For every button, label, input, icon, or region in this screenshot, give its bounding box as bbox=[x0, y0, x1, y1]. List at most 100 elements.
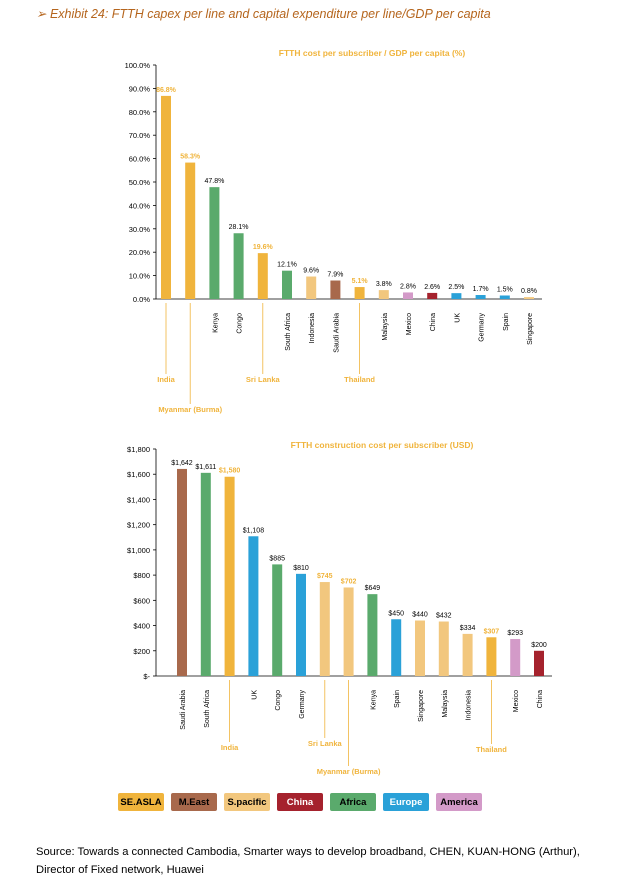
legend: SE.ASLA M.East S.pacific China Africa Europe A… bbox=[118, 793, 482, 811]
data-label: 2.8% bbox=[400, 283, 416, 290]
x-tick-label: Indonesia bbox=[309, 313, 316, 343]
bar bbox=[510, 639, 521, 676]
x-tick-label: Mexico bbox=[513, 690, 520, 712]
y-tick-label: $800 bbox=[133, 571, 150, 580]
data-label: 58.3% bbox=[180, 154, 201, 161]
legend-item: Europe bbox=[383, 793, 429, 811]
bar bbox=[161, 95, 171, 299]
bar bbox=[224, 476, 235, 676]
y-tick-label: 40.0% bbox=[129, 201, 151, 210]
data-label: $440 bbox=[412, 612, 428, 619]
bar bbox=[367, 594, 378, 676]
legend-item: America bbox=[436, 793, 482, 811]
data-label: $334 bbox=[460, 625, 476, 632]
data-label: $1,611 bbox=[195, 464, 216, 471]
y-tick-label: $1,200 bbox=[127, 521, 150, 530]
legend-item: China bbox=[277, 793, 323, 811]
data-label: $810 bbox=[293, 565, 309, 572]
data-label: $745 bbox=[317, 573, 333, 580]
legend-item: Africa bbox=[330, 793, 376, 811]
y-tick-label: $600 bbox=[133, 596, 150, 605]
category-annotation: India bbox=[157, 375, 175, 384]
data-label: $702 bbox=[341, 578, 357, 585]
x-tick-label: Singapore bbox=[418, 690, 425, 722]
y-tick-label: $1,000 bbox=[127, 546, 150, 555]
bar bbox=[282, 270, 292, 299]
x-tick-label: Congo bbox=[275, 690, 282, 711]
bar bbox=[306, 276, 317, 299]
legend-item: S.pacific bbox=[224, 793, 270, 811]
bar bbox=[296, 573, 306, 676]
bar bbox=[462, 633, 473, 676]
x-tick-label: Singapore bbox=[527, 313, 534, 345]
bar bbox=[427, 292, 438, 299]
bar bbox=[486, 637, 497, 676]
bar bbox=[499, 295, 510, 299]
x-tick-label: Spain bbox=[503, 313, 510, 331]
y-tick-label: $400 bbox=[133, 622, 150, 631]
y-tick-label: $1,600 bbox=[127, 470, 150, 479]
y-tick-label: 30.0% bbox=[129, 225, 151, 234]
bar bbox=[415, 620, 425, 676]
data-label: $307 bbox=[484, 628, 500, 635]
data-label: $200 bbox=[531, 642, 547, 649]
y-tick-label: $1,400 bbox=[127, 495, 150, 504]
data-label: $1,642 bbox=[171, 460, 193, 467]
bar bbox=[233, 233, 244, 299]
x-tick-label: Spain bbox=[394, 690, 401, 708]
data-label: 3.8% bbox=[376, 281, 392, 288]
bar bbox=[438, 621, 449, 676]
x-tick-label: Indonesia bbox=[466, 690, 473, 720]
x-tick-label: UK bbox=[454, 313, 461, 323]
category-annotation: Thailand bbox=[344, 375, 375, 384]
y-tick-label: $200 bbox=[133, 647, 150, 656]
category-annotation: Thailand bbox=[476, 745, 507, 754]
bar bbox=[403, 292, 413, 299]
x-tick-label: Saudi Arabia bbox=[333, 313, 340, 353]
data-label: 0.8% bbox=[521, 288, 537, 295]
data-label: 9.6% bbox=[303, 268, 319, 275]
category-annotation: India bbox=[221, 743, 239, 752]
bar bbox=[524, 297, 534, 299]
data-label: 19.6% bbox=[253, 244, 274, 251]
data-label: $432 bbox=[436, 613, 452, 620]
y-tick-label: $1,800 bbox=[127, 445, 150, 454]
bar bbox=[257, 253, 268, 299]
data-label: $885 bbox=[269, 555, 285, 562]
y-tick-label: 50.0% bbox=[129, 178, 151, 187]
y-tick-label: 10.0% bbox=[129, 272, 151, 281]
x-tick-label: Congo bbox=[237, 313, 244, 334]
x-tick-label: China bbox=[537, 690, 544, 708]
x-tick-label: South Africa bbox=[285, 313, 292, 351]
x-tick-label: Mexico bbox=[406, 313, 413, 335]
exhibit-title: ➢ Exhibit 24: FTTH capex per line and ca… bbox=[36, 7, 491, 21]
category-annotation: Myanmar (Burma) bbox=[317, 767, 381, 776]
x-tick-label: China bbox=[430, 313, 437, 331]
data-label: $1,580 bbox=[219, 468, 241, 475]
y-tick-label: 80.0% bbox=[129, 108, 151, 117]
bar bbox=[272, 564, 283, 676]
bar bbox=[391, 619, 402, 676]
x-tick-label: Malaysia bbox=[442, 690, 449, 718]
category-annotation: Sri Lanka bbox=[246, 375, 281, 384]
data-label: 1.5% bbox=[497, 286, 513, 293]
bar bbox=[209, 187, 220, 299]
source-note: Source: Towards a connected Cambodia, Sm… bbox=[36, 846, 580, 876]
bar bbox=[319, 582, 330, 676]
y-tick-label: 70.0% bbox=[129, 131, 151, 140]
bar bbox=[330, 280, 341, 299]
charts-area: FTTH cost per subscriber / GDP per capit… bbox=[125, 48, 552, 776]
y-tick-label: $- bbox=[143, 672, 150, 681]
bar bbox=[185, 162, 196, 299]
x-tick-label: Germany bbox=[299, 690, 306, 719]
category-annotation: Sri Lanka bbox=[308, 739, 343, 748]
chart-title: FTTH construction cost per subscriber (U… bbox=[291, 440, 474, 450]
y-tick-label: 100.0% bbox=[125, 61, 151, 70]
data-label: 2.5% bbox=[448, 284, 464, 291]
x-tick-label: Malaysia bbox=[382, 313, 389, 341]
data-label: 1.7% bbox=[473, 286, 489, 293]
y-tick-label: 60.0% bbox=[129, 155, 151, 164]
data-label: 12.1% bbox=[277, 262, 297, 269]
bar bbox=[343, 587, 354, 676]
data-label: 2.6% bbox=[424, 284, 440, 291]
